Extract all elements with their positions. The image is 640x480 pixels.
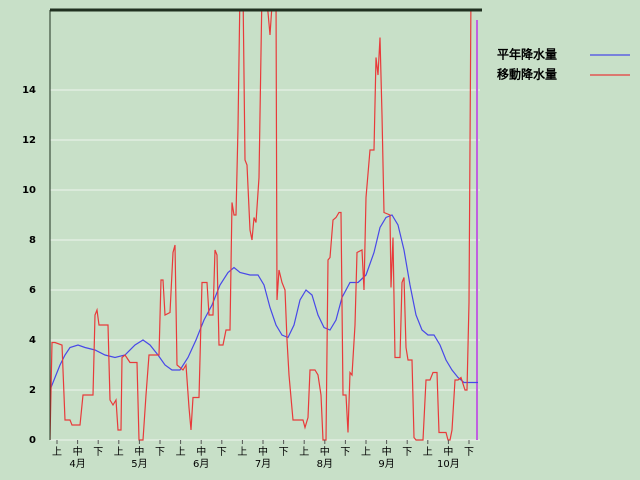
x-tick-label: 中	[382, 445, 392, 458]
legend-label: 平年降水量	[497, 47, 557, 62]
x-tick-label: 上	[299, 446, 309, 458]
month-label: 6月	[193, 458, 209, 470]
y-tick-label: 10	[22, 185, 36, 196]
x-tick-label: 上	[423, 446, 433, 458]
month-label: 10月	[437, 458, 460, 470]
x-tick-label: 中	[258, 445, 268, 458]
month-label: 5月	[131, 458, 147, 470]
month-label: 9月	[378, 458, 394, 470]
month-label: 7月	[255, 458, 271, 470]
x-tick-label: 中	[196, 445, 206, 458]
labels: 02468101214上中下上中下上中下上中下上中下上中下上中下4月 5月 6月 7月…	[22, 47, 630, 470]
x-tick-label: 中	[73, 445, 83, 458]
x-tick-label: 下	[340, 447, 350, 458]
y-tick-label: 14	[22, 85, 36, 96]
month-label: 8月	[317, 458, 333, 470]
grid	[50, 89, 480, 441]
y-tick-label: 12	[22, 135, 36, 146]
x-tick-label: 中	[320, 445, 330, 458]
x-tick-label: 中	[134, 445, 144, 458]
x-tick-label: 下	[279, 447, 289, 458]
x-tick-label: 下	[402, 447, 412, 458]
x-tick-label: 下	[93, 447, 103, 458]
y-tick-label: 8	[29, 235, 36, 246]
x-tick-label: 上	[176, 446, 186, 458]
legend-label: 移動降水量	[497, 67, 557, 82]
x-tick-label: 中	[443, 445, 453, 458]
x-tick-label: 下	[217, 447, 227, 458]
y-tick-label: 2	[29, 385, 36, 396]
x-tick-label: 下	[464, 447, 474, 458]
plot-area	[50, 10, 478, 441]
series-line	[50, 214, 478, 391]
y-tick-label: 6	[29, 285, 36, 296]
series-line	[50, 10, 472, 441]
x-tick-label: 上	[114, 446, 124, 458]
x-tick-label: 上	[237, 446, 247, 458]
month-label: 4月	[69, 458, 85, 470]
y-tick-label: 4	[29, 335, 36, 346]
y-tick-label: 0	[29, 435, 36, 446]
x-tick-label: 上	[52, 446, 62, 458]
x-tick-label: 上	[361, 446, 371, 458]
x-tick-label: 下	[155, 447, 165, 458]
